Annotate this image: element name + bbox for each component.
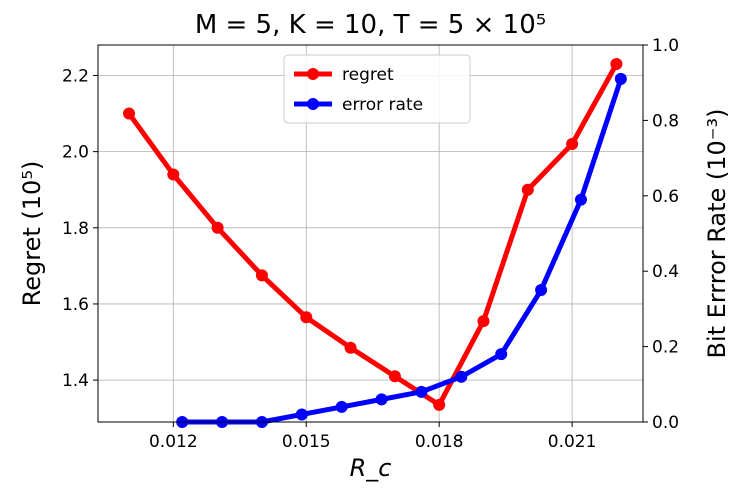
y-right-tick-label: 1.0: [652, 36, 679, 56]
y-left-tick-label: 1.4: [62, 371, 89, 391]
data-point-error-rate: [415, 385, 428, 398]
legend-swatch-marker: [307, 98, 319, 110]
x-tick-label: 0.021: [548, 432, 597, 452]
legend-label: error rate: [342, 95, 423, 115]
y-right-tick-label: 0.6: [652, 187, 679, 207]
x-tick-label: 0.018: [415, 432, 464, 452]
chart-title: M = 5, K = 10, T = 5 × 10⁵: [195, 10, 546, 40]
y-left-tick-label: 1.8: [62, 219, 89, 239]
data-point-regret: [255, 269, 268, 282]
y-left-tick-label: 1.6: [62, 295, 89, 315]
x-axis-label: R_c: [350, 454, 392, 482]
data-point-regret: [566, 138, 579, 151]
series-line-error-rate: [179, 76, 624, 425]
y-left-tick-label: 2.2: [62, 66, 89, 86]
data-point-error-rate: [495, 348, 508, 361]
data-point-error-rate: [455, 370, 468, 383]
legend-swatch-marker: [307, 68, 319, 80]
data-point-error-rate: [574, 193, 587, 206]
x-tick-label: 0.015: [282, 432, 331, 452]
y-right-tick-label: 0.0: [652, 413, 679, 433]
data-point-regret: [610, 58, 623, 71]
y-right-axis-label: Bit Errror Rate (10⁻³): [703, 109, 731, 359]
data-point-regret: [344, 341, 357, 354]
y-right-tick-label: 0.8: [652, 111, 679, 131]
data-point-error-rate: [375, 393, 388, 406]
data-point-regret: [123, 107, 136, 120]
legend: regret error rate: [283, 54, 471, 124]
x-tick-label: 0.012: [149, 432, 198, 452]
y-left-tick-label: 2.0: [62, 143, 89, 163]
data-point-regret: [388, 370, 401, 383]
y-right-tick-label: 0.2: [652, 338, 679, 358]
data-point-regret: [300, 311, 313, 324]
data-point-regret: [433, 398, 446, 411]
y-left-axis-label: Regret (10⁵): [18, 161, 46, 307]
data-point-error-rate: [295, 408, 308, 421]
y-right-tick-label: 0.4: [652, 262, 679, 282]
series-line-regret: [126, 61, 619, 408]
data-point-regret: [211, 221, 224, 234]
data-point-regret: [521, 183, 534, 196]
data-point-regret: [477, 315, 490, 328]
data-point-regret: [167, 168, 180, 181]
data-point-error-rate: [335, 400, 348, 413]
data-point-error-rate: [614, 72, 627, 85]
axes: 0.012 0.015 0.018 0.021 1.4 1.6 1.8 2.0 2.2 0.0 0.…: [18, 10, 731, 482]
data-point-error-rate: [535, 284, 548, 297]
legend-label: regret: [342, 65, 394, 85]
plot-frame: [97, 44, 644, 423]
